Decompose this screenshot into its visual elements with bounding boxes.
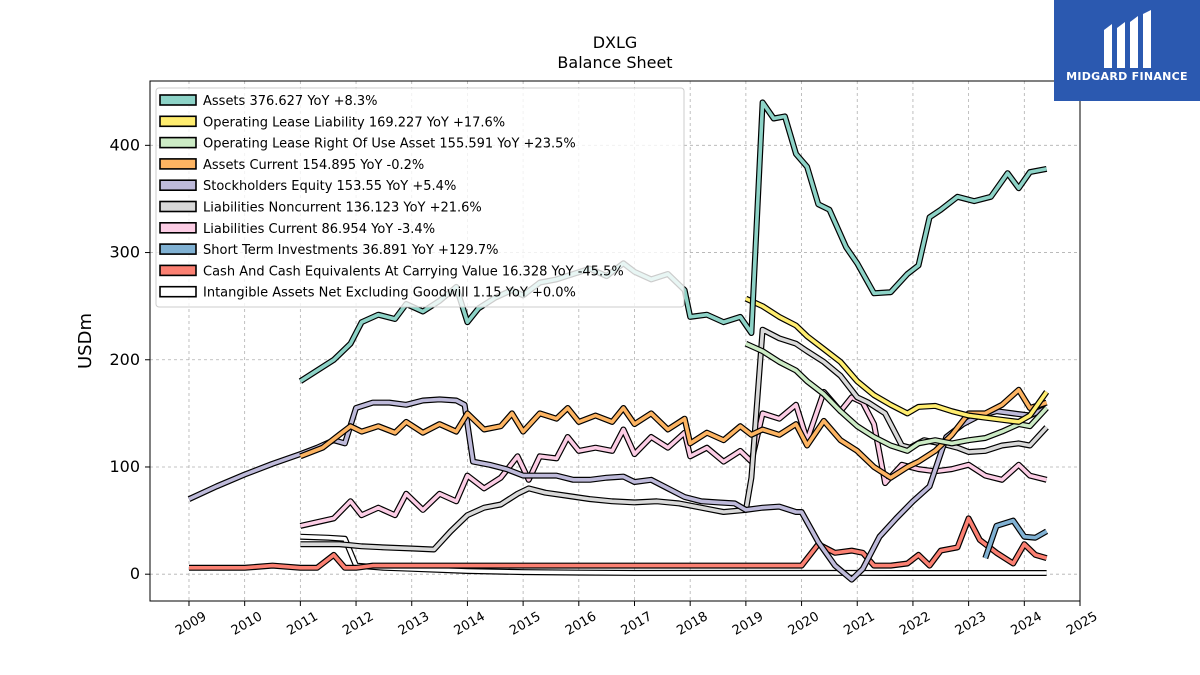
x-tick-label: 2020	[786, 609, 822, 639]
series-operating-lease-right-of-use-asset	[744, 340, 1049, 454]
series-line	[983, 518, 1048, 559]
chart-subtitle: Balance Sheet	[557, 53, 672, 72]
plot-frame	[149, 80, 1081, 602]
legend-swatch	[159, 222, 197, 234]
legend-entry: Liabilities Noncurrent 136.123 YoY +21.6…	[203, 201, 482, 216]
legend-entry: Intangible Assets Net Excluding Goodwill…	[203, 286, 576, 301]
y-axis-label: USDm	[75, 313, 96, 369]
x-tick-label: 2009	[173, 609, 209, 639]
x-tick-label: 2021	[841, 609, 877, 639]
brand-logo: MIDGARD FINANCE	[1054, 0, 1200, 101]
legend-swatch	[159, 243, 197, 255]
series-stockholders-equity	[187, 396, 1048, 583]
series-assets-current	[299, 386, 1048, 481]
x-tick-label: 2024	[1008, 609, 1044, 639]
x-tick-label: 2013	[396, 609, 432, 639]
legend-entry: Short Term Investments 36.891 YoY +129.7…	[203, 243, 499, 258]
y-tick-label: 200	[109, 350, 140, 369]
series-cash-and-cash-equivalents-at-carrying-value	[189, 515, 1048, 571]
legend-entry: Operating Lease Liability 169.227 YoY +1…	[203, 115, 505, 130]
series-line	[188, 397, 1048, 582]
legend-swatch	[159, 136, 197, 149]
legend-entry: Liabilities Current 86.954 YoY -3.4%	[203, 222, 435, 237]
series-line	[300, 534, 1047, 575]
legend-swatch	[159, 115, 197, 128]
legend-entry: Operating Lease Right Of Use Asset 155.5…	[203, 137, 576, 152]
y-tick-label: 300	[109, 243, 140, 262]
legend-entry: Assets Current 154.895 YoY -0.2%	[203, 158, 424, 173]
legend-entry: Cash And Cash Equivalents At Carrying Va…	[203, 264, 624, 279]
y-tick-label: 400	[109, 135, 140, 154]
legend: Assets 376.627 YoY +8.3% Operating Lease …	[155, 87, 685, 308]
x-tick-label: 2019	[730, 609, 766, 639]
series-line	[300, 390, 1048, 528]
series-liabilities-current	[299, 388, 1048, 529]
series-line	[745, 296, 1049, 424]
x-tick-label: 2014	[452, 609, 488, 639]
series-line	[299, 387, 1048, 480]
chart-title: DXLG	[593, 33, 638, 52]
y-tick-label: 100	[109, 457, 140, 476]
x-tick-label: 2017	[619, 609, 655, 639]
legend-swatch	[159, 285, 197, 298]
legend-box	[155, 87, 685, 308]
series-line	[745, 342, 1048, 453]
brand-logo-icon	[1104, 10, 1151, 68]
legend-swatch	[159, 264, 197, 277]
y-tick-label: 0	[130, 564, 140, 583]
x-tick-label: 2012	[340, 609, 376, 639]
series-line	[189, 516, 1048, 570]
series-short-term-investments	[982, 517, 1049, 560]
x-tick-label: 2016	[563, 609, 599, 639]
series-lines	[187, 99, 1050, 583]
legend-entry: Stockholders Equity 153.55 YoY +5.4%	[203, 179, 456, 194]
x-tick-label: 2015	[507, 609, 543, 639]
legend-swatch	[159, 94, 197, 106]
series-intangible-assets-net-excluding-goodwill	[300, 533, 1047, 576]
brand-name: MIDGARD FINANCE	[1066, 70, 1188, 83]
legend-swatch	[159, 200, 197, 213]
legend-swatch	[159, 179, 197, 191]
legend-entry: Assets 376.627 YoY +8.3%	[203, 94, 378, 109]
x-tick-label: 2025	[1064, 609, 1100, 639]
x-tick-label: 2011	[285, 609, 321, 639]
x-tick-label: 2022	[897, 609, 933, 639]
legend-swatch	[159, 158, 197, 170]
x-tick-label: 2010	[229, 609, 265, 639]
series-operating-lease-liability	[744, 295, 1050, 425]
x-tick-label: 2023	[953, 609, 989, 639]
x-tick-label: 2018	[674, 609, 710, 639]
